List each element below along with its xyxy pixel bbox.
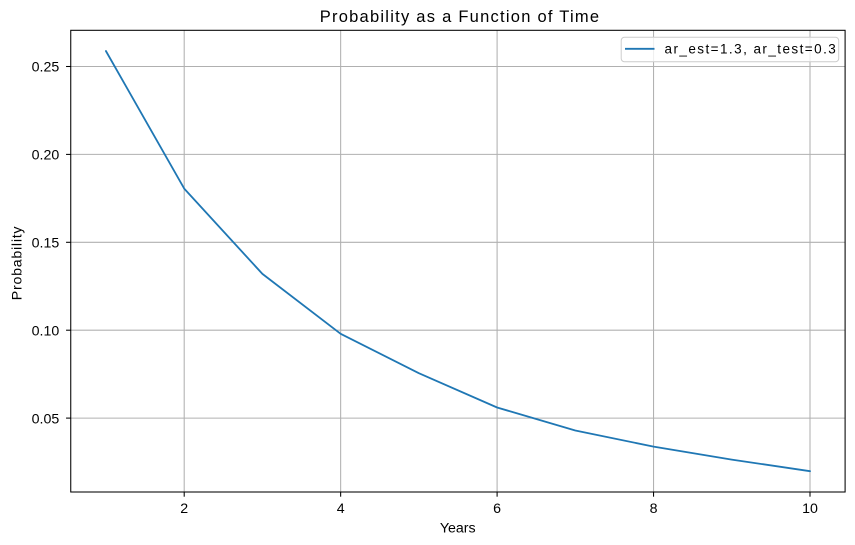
svg-text:0.20: 0.20 — [32, 148, 60, 164]
svg-text:8: 8 — [650, 501, 658, 517]
svg-text:Years: Years — [440, 520, 476, 536]
svg-text:Probability: Probability — [9, 226, 25, 301]
svg-text:Probability as a Function of T: Probability as a Function of Time — [320, 8, 601, 26]
svg-text:10: 10 — [802, 501, 818, 517]
svg-text:0.15: 0.15 — [32, 236, 60, 252]
svg-text:0.25: 0.25 — [32, 60, 60, 76]
svg-text:ar_est=1.3, ar_test=0.3: ar_est=1.3, ar_test=0.3 — [665, 42, 838, 57]
svg-text:0.10: 0.10 — [32, 323, 60, 339]
svg-text:2: 2 — [180, 501, 188, 517]
svg-text:6: 6 — [493, 501, 501, 517]
svg-text:4: 4 — [337, 501, 345, 517]
svg-text:0.05: 0.05 — [32, 411, 60, 427]
